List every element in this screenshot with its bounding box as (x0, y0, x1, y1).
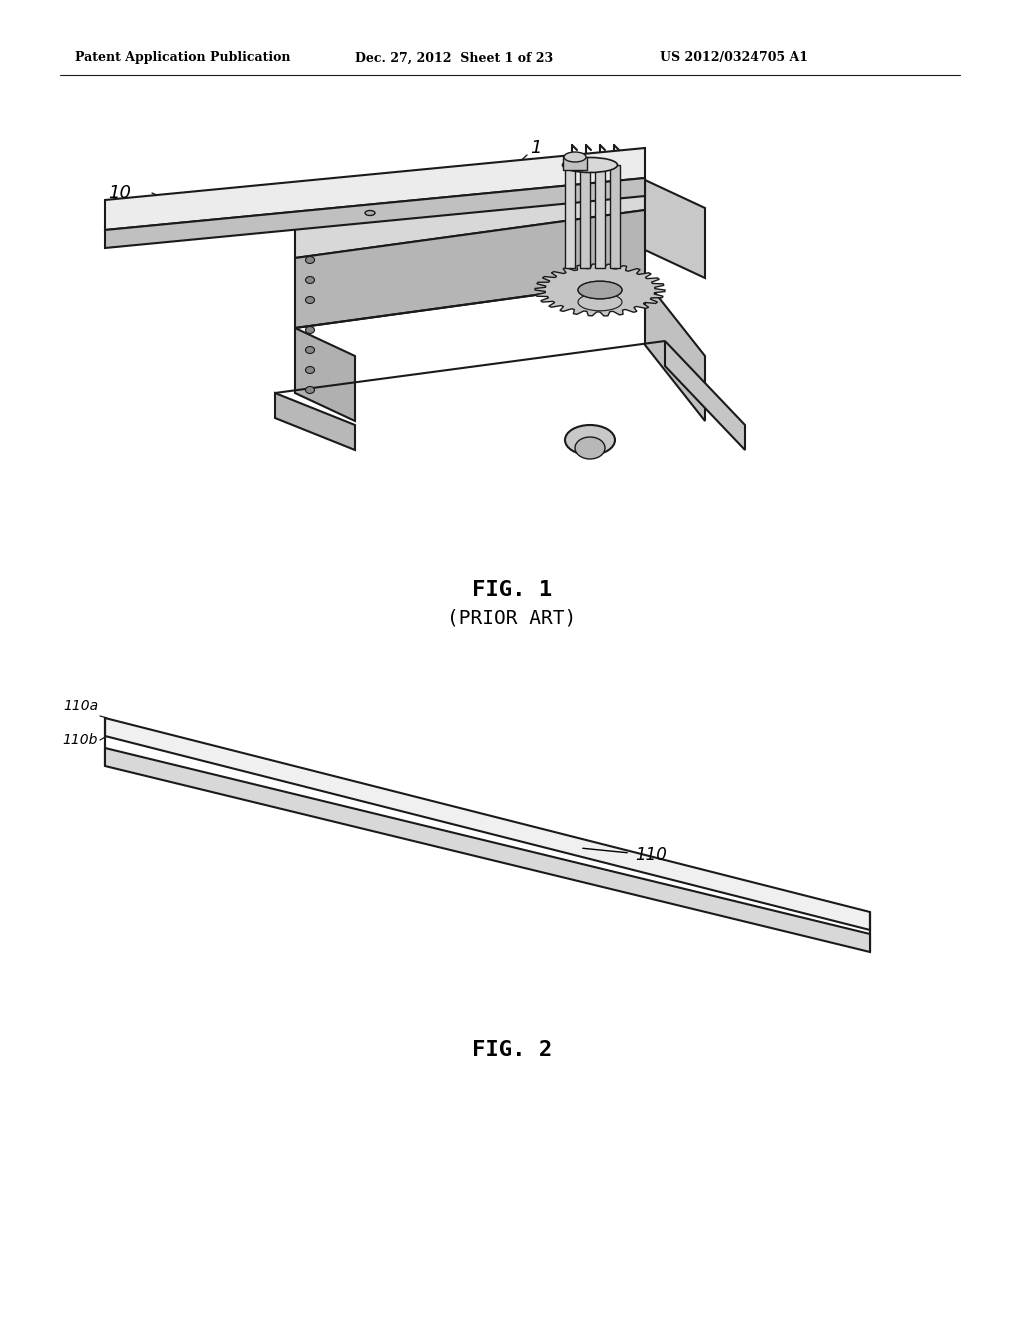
Polygon shape (275, 393, 355, 450)
Text: (PRIOR ART): (PRIOR ART) (447, 609, 577, 627)
Polygon shape (535, 264, 665, 315)
Ellipse shape (575, 437, 605, 459)
Polygon shape (563, 157, 587, 170)
Ellipse shape (565, 425, 615, 455)
Ellipse shape (562, 157, 617, 173)
Polygon shape (565, 165, 575, 268)
Text: 110: 110 (635, 846, 667, 865)
Polygon shape (275, 341, 665, 393)
Polygon shape (105, 718, 870, 931)
Text: Dec. 27, 2012  Sheet 1 of 23: Dec. 27, 2012 Sheet 1 of 23 (355, 51, 553, 65)
Ellipse shape (305, 326, 314, 334)
Polygon shape (645, 180, 705, 279)
Ellipse shape (564, 152, 586, 162)
Text: 110a: 110a (62, 700, 98, 713)
Text: FIG. 2: FIG. 2 (472, 1040, 552, 1060)
Text: US 2012/0324705 A1: US 2012/0324705 A1 (660, 51, 808, 65)
Polygon shape (580, 165, 590, 268)
Ellipse shape (305, 367, 314, 374)
Ellipse shape (305, 387, 314, 393)
Ellipse shape (305, 346, 314, 354)
Text: FIG. 1: FIG. 1 (472, 579, 552, 601)
Ellipse shape (305, 276, 314, 284)
Polygon shape (610, 165, 620, 268)
Text: 110b: 110b (62, 733, 98, 747)
Polygon shape (595, 165, 605, 268)
Ellipse shape (578, 281, 622, 298)
Polygon shape (665, 341, 745, 450)
Ellipse shape (305, 297, 314, 304)
Ellipse shape (305, 256, 314, 264)
Text: Patent Application Publication: Patent Application Publication (75, 51, 291, 65)
Text: 1: 1 (530, 139, 542, 157)
Polygon shape (105, 748, 870, 952)
Polygon shape (295, 210, 645, 327)
Ellipse shape (365, 210, 375, 215)
Polygon shape (295, 180, 645, 257)
Polygon shape (105, 148, 645, 230)
Polygon shape (295, 280, 645, 327)
Polygon shape (645, 280, 705, 421)
Polygon shape (105, 178, 645, 248)
Text: 10: 10 (108, 183, 131, 202)
Polygon shape (295, 327, 355, 421)
